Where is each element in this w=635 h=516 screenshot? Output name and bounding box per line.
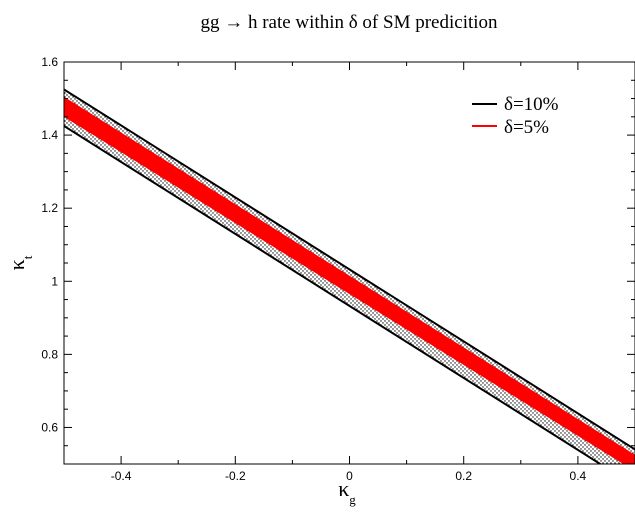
- band-delta-10-lower-edge: [64, 125, 603, 464]
- x-tick-label: 0.4: [570, 469, 587, 483]
- x-axis-label-subscript: g: [349, 492, 356, 507]
- y-tick-label: 0.6: [41, 420, 58, 434]
- legend: δ=10% δ=5%: [472, 94, 559, 138]
- x-axis-label: κg: [338, 476, 356, 507]
- y-tick-label: 1: [51, 274, 58, 288]
- y-tick-label: 0.8: [41, 347, 58, 361]
- plot-area: [64, 88, 635, 464]
- band-delta-10-upper-edge: [64, 88, 635, 451]
- band-delta-5-fill: [64, 96, 635, 464]
- x-tick-label: -0.4: [111, 469, 132, 483]
- y-tick-label: 1.2: [41, 201, 58, 215]
- x-tick-label: -0.2: [225, 469, 246, 483]
- x-tick-label: 0.2: [455, 469, 472, 483]
- legend-label-delta-10: δ=10%: [504, 94, 559, 115]
- y-axis-label: κt: [4, 255, 35, 270]
- y-tick-label: 1.4: [41, 128, 58, 142]
- axis-ticks: -0.4 -0.2 0 0.2 0.4 0.6 0.8 1 1.2 1.4 1.6: [41, 55, 635, 483]
- legend-label-delta-5: δ=5%: [504, 117, 549, 138]
- chart-title: gg → h rate within δ of SM predicition: [200, 12, 498, 33]
- x-tick-label: 0: [346, 469, 353, 483]
- y-tick-label: 1.6: [41, 55, 58, 69]
- y-axis-label-subscript: t: [20, 255, 35, 259]
